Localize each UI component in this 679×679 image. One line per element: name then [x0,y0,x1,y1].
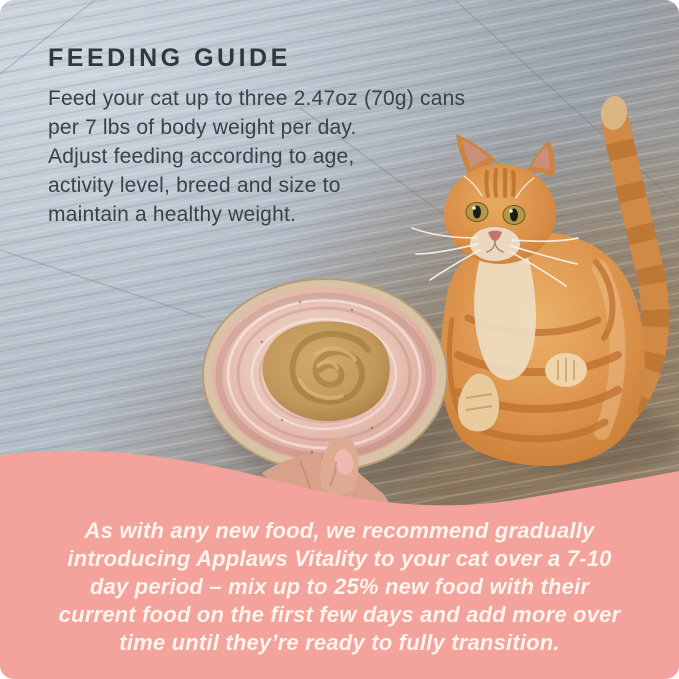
cat-chest [474,250,536,380]
cat-photo [411,96,669,466]
transition-note-line: As with any new food, we recommend gradu… [84,518,595,543]
plate-photo [202,278,448,472]
thumb-nail [334,449,354,475]
transition-note-line: time until they’re ready to fully transi… [119,630,560,655]
cat-whiskers [411,175,579,287]
feeding-guide-line: activity level, breed and size to [48,174,341,197]
transition-note: As with any new food, we recommend gradu… [14,517,665,657]
food-swirl [262,321,390,422]
cat-paws [457,353,587,432]
transition-note-line: day period – mix up to 25% new food with… [89,574,590,599]
cat-eyes [465,202,526,225]
feeding-guide-line: Adjust feeding according to age, [48,145,355,168]
pink-wave [0,450,679,679]
cat-forehead-stripes [484,168,516,198]
feeding-guide-line: per 7 lbs of body weight per day. [48,116,357,139]
feeding-guide-heading: FEEDING GUIDE [48,44,291,72]
transition-note-line: current food on the first few days and a… [58,602,621,627]
feeding-guide-line: maintain a healthy weight. [48,203,297,226]
transition-note-line: introducing Applaws Vitality to your cat… [67,546,612,571]
feeding-guide-line: Feed your cat up to three 2.47oz (70g) c… [48,87,466,110]
cat-head [411,134,579,287]
cat-mouth [486,240,504,253]
feeding-guide-paragraph: Feed your cat up to three 2.47oz (70g) c… [48,84,465,229]
cat-nose [488,230,502,241]
